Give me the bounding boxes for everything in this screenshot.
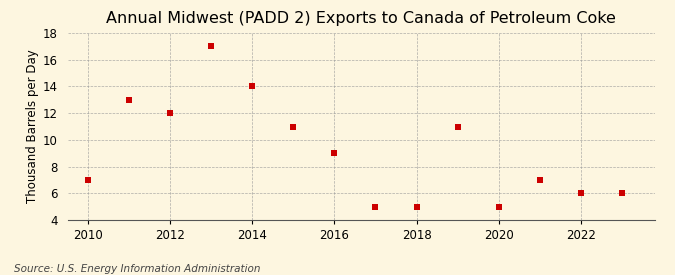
Point bbox=[288, 124, 299, 129]
Title: Annual Midwest (PADD 2) Exports to Canada of Petroleum Coke: Annual Midwest (PADD 2) Exports to Canad… bbox=[106, 11, 616, 26]
Point bbox=[329, 151, 340, 155]
Point bbox=[165, 111, 176, 115]
Point bbox=[452, 124, 463, 129]
Point bbox=[247, 84, 258, 89]
Point bbox=[535, 178, 545, 182]
Y-axis label: Thousand Barrels per Day: Thousand Barrels per Day bbox=[26, 50, 38, 204]
Point bbox=[411, 204, 422, 209]
Point bbox=[82, 178, 93, 182]
Point bbox=[493, 204, 504, 209]
Point bbox=[616, 191, 627, 196]
Point bbox=[206, 44, 217, 49]
Point bbox=[575, 191, 586, 196]
Text: Source: U.S. Energy Information Administration: Source: U.S. Energy Information Administ… bbox=[14, 264, 260, 274]
Point bbox=[124, 98, 134, 102]
Point bbox=[370, 204, 381, 209]
